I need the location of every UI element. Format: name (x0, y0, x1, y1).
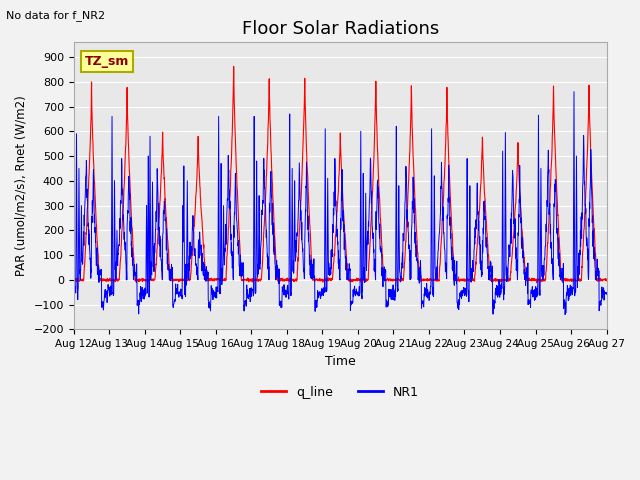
NR1 (570, 89, 578, 95)
NR1 (355, 284, 363, 289)
q_line (356, 277, 364, 283)
NR1 (495, 292, 502, 298)
NR1 (218, 277, 226, 283)
Text: No data for f_NR2: No data for f_NR2 (6, 10, 106, 21)
NR1 (603, 290, 611, 296)
NR1 (561, 312, 569, 317)
q_line (571, 277, 579, 283)
Text: TZ_sm: TZ_sm (84, 55, 129, 68)
Title: Floor Solar Radiations: Floor Solar Radiations (241, 20, 439, 38)
Line: NR1: NR1 (74, 92, 607, 314)
X-axis label: Time: Time (324, 355, 356, 368)
q_line (556, 249, 564, 254)
q_line (603, 278, 611, 284)
NR1 (367, 170, 375, 176)
q_line (533, 280, 541, 286)
Y-axis label: PAR (umol/m2/s), Rnet (W/m2): PAR (umol/m2/s), Rnet (W/m2) (15, 96, 28, 276)
q_line (70, 276, 77, 281)
Legend: q_line, NR1: q_line, NR1 (256, 381, 424, 404)
NR1 (70, 288, 77, 294)
Line: q_line: q_line (74, 67, 607, 283)
q_line (230, 64, 237, 70)
q_line (367, 219, 375, 225)
NR1 (571, 293, 579, 299)
q_line (218, 278, 226, 284)
NR1 (556, 258, 563, 264)
q_line (495, 277, 503, 283)
